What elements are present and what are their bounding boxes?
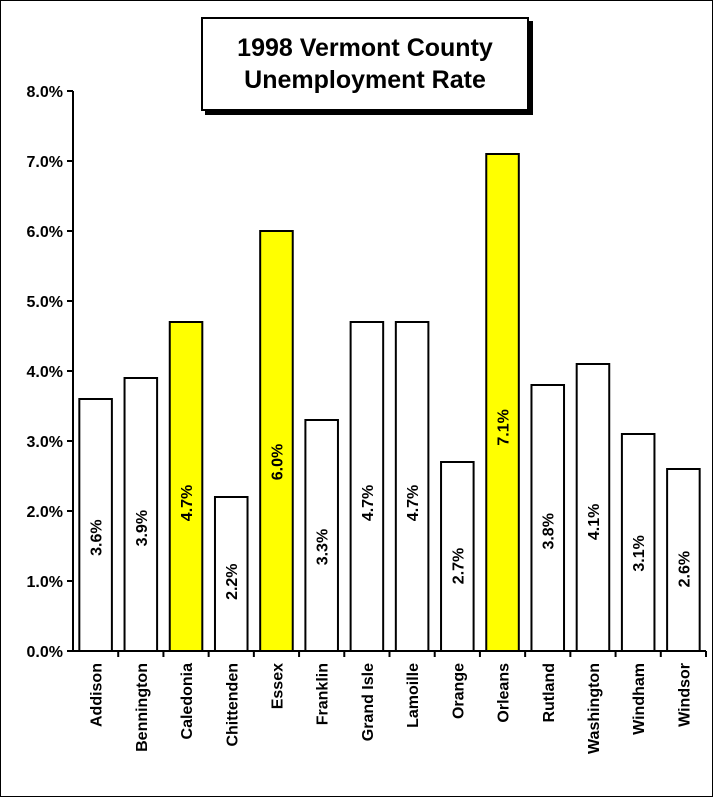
category-label: Washington <box>586 663 603 754</box>
y-tick-label: 6.0% <box>27 224 63 241</box>
bar-washington <box>575 363 611 652</box>
category-label: Franklin <box>315 663 332 725</box>
category-label: Windham <box>631 663 648 735</box>
data-label: 3.1% <box>631 535 648 571</box>
bar-orleans <box>485 153 520 652</box>
y-tick-label: 3.0% <box>27 434 63 451</box>
category-label: Addison <box>89 663 106 727</box>
y-tick-label: 7.0% <box>27 154 63 171</box>
bar-rutland <box>530 384 566 652</box>
data-label: 4.7% <box>179 485 196 521</box>
category-label: Lamoille <box>405 663 422 728</box>
category-label: Rutland <box>541 663 558 723</box>
y-tick-label: 2.0% <box>27 504 63 521</box>
bar-franklin <box>304 419 339 652</box>
bar-bennington <box>123 377 159 652</box>
chart-title-line-2: Unemployment Rate <box>244 66 486 94</box>
category-label: Orleans <box>496 663 513 723</box>
y-tick-label: 0.0% <box>27 644 63 661</box>
category-label: Chittenden <box>224 663 241 747</box>
y-tick-label: 8.0% <box>27 84 63 101</box>
bar-windsor <box>666 468 701 652</box>
chart-title-box: 1998 Vermont County Unemployment Rate <box>201 17 529 111</box>
data-label: 3.3% <box>315 529 332 565</box>
category-label: Orange <box>450 663 467 719</box>
y-tick-label: 4.0% <box>27 364 63 381</box>
chart-title-line-1: 1998 Vermont County <box>237 34 493 62</box>
bar-caledonia <box>168 321 204 652</box>
bar-lamoille <box>394 321 430 652</box>
data-label: 3.9% <box>134 510 151 546</box>
bar-orange <box>440 461 475 652</box>
data-label: 4.7% <box>405 485 422 521</box>
data-label: 2.2% <box>224 563 241 599</box>
data-label: 6.0% <box>269 444 286 480</box>
data-label: 7.1% <box>496 409 513 445</box>
category-label: Caledonia <box>179 663 196 740</box>
category-label: Windsor <box>676 663 693 727</box>
bar-chittenden <box>213 496 249 652</box>
data-label: 2.6% <box>676 551 693 587</box>
category-label: Grand Isle <box>360 663 377 741</box>
bar-addison <box>78 398 113 652</box>
category-label: Essex <box>269 663 286 709</box>
y-tick-label: 5.0% <box>27 294 63 311</box>
data-label: 2.7% <box>450 548 467 584</box>
bar-grand-isle <box>349 321 385 652</box>
bar-essex <box>259 230 294 652</box>
bar-windham <box>620 433 656 652</box>
data-label: 3.6% <box>89 519 106 555</box>
data-label: 4.1% <box>586 504 603 540</box>
data-label: 4.7% <box>360 485 377 521</box>
category-label: Bennington <box>134 663 151 752</box>
data-label: 3.8% <box>541 513 558 549</box>
y-tick-label: 1.0% <box>27 574 63 591</box>
